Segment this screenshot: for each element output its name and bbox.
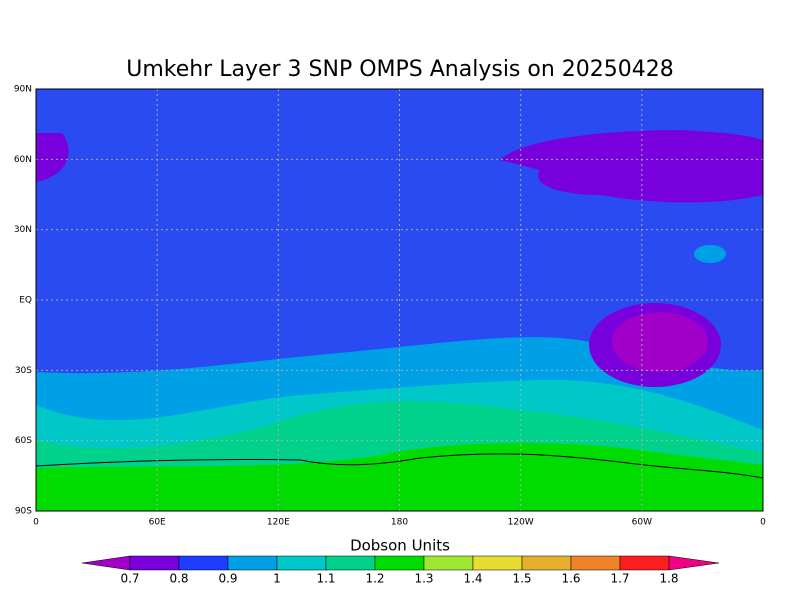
colorbar-box	[521, 555, 572, 571]
colorbar-arrow	[81, 555, 131, 571]
y-tick-label: EQ	[19, 296, 32, 306]
colorbar-title: Dobson Units	[350, 537, 450, 555]
colorbar-box	[374, 555, 425, 571]
colorbar-box	[619, 555, 670, 571]
colorbar-label: 1.3	[414, 572, 433, 586]
colorbar: 0.7 0.8 0.9 1 1.1 1.2 1.3 1.4 1.5 1.6 1.7 1.8	[81, 555, 720, 586]
y-tick-label: 90N	[14, 85, 32, 95]
colorbar-box	[325, 555, 376, 571]
map-frame	[35, 88, 764, 512]
y-tick-label: 30N	[14, 225, 32, 235]
colorbar-label: 0.7	[120, 572, 139, 586]
colorbar-label: 1.7	[610, 572, 629, 586]
map-title: Umkehr Layer 3 SNP OMPS Analysis on 2025…	[126, 57, 674, 82]
x-tick-label: 120E	[267, 518, 290, 528]
y-tick-label: 30S	[15, 366, 32, 376]
colorbar-label: 1.2	[365, 572, 384, 586]
colorbar-label: 1	[273, 572, 281, 586]
colorbar-label: 1.1	[316, 572, 335, 586]
colorbar-box	[472, 555, 523, 571]
y-tick-label: 60N	[14, 155, 32, 165]
x-tick-label: 0	[760, 518, 766, 528]
colorbar-box	[129, 555, 180, 571]
colorbar-label: 1.5	[512, 572, 531, 586]
grid	[36, 89, 763, 511]
colorbar-box	[276, 555, 327, 571]
x-tick-label: 120W	[508, 518, 534, 528]
colorbar-label: 0.8	[169, 572, 188, 586]
colorbar-label: 0.9	[218, 572, 237, 586]
colorbar-box	[178, 555, 229, 571]
colorbar-arrow	[668, 555, 720, 571]
colorbar-label: 1.6	[561, 572, 580, 586]
colorbar-box	[227, 555, 278, 571]
y-tick-label: 90S	[15, 507, 32, 517]
x-tick-label: 60W	[632, 518, 652, 528]
colorbar-label: 1.8	[659, 572, 678, 586]
x-tick-label: 60E	[149, 518, 166, 528]
x-tick-label: 180	[391, 518, 408, 528]
colorbar-box	[423, 555, 474, 571]
x-tick-label: 0	[33, 518, 39, 528]
y-tick-label: 60S	[15, 436, 32, 446]
colorbar-box	[570, 555, 621, 571]
colorbar-label: 1.4	[463, 572, 482, 586]
